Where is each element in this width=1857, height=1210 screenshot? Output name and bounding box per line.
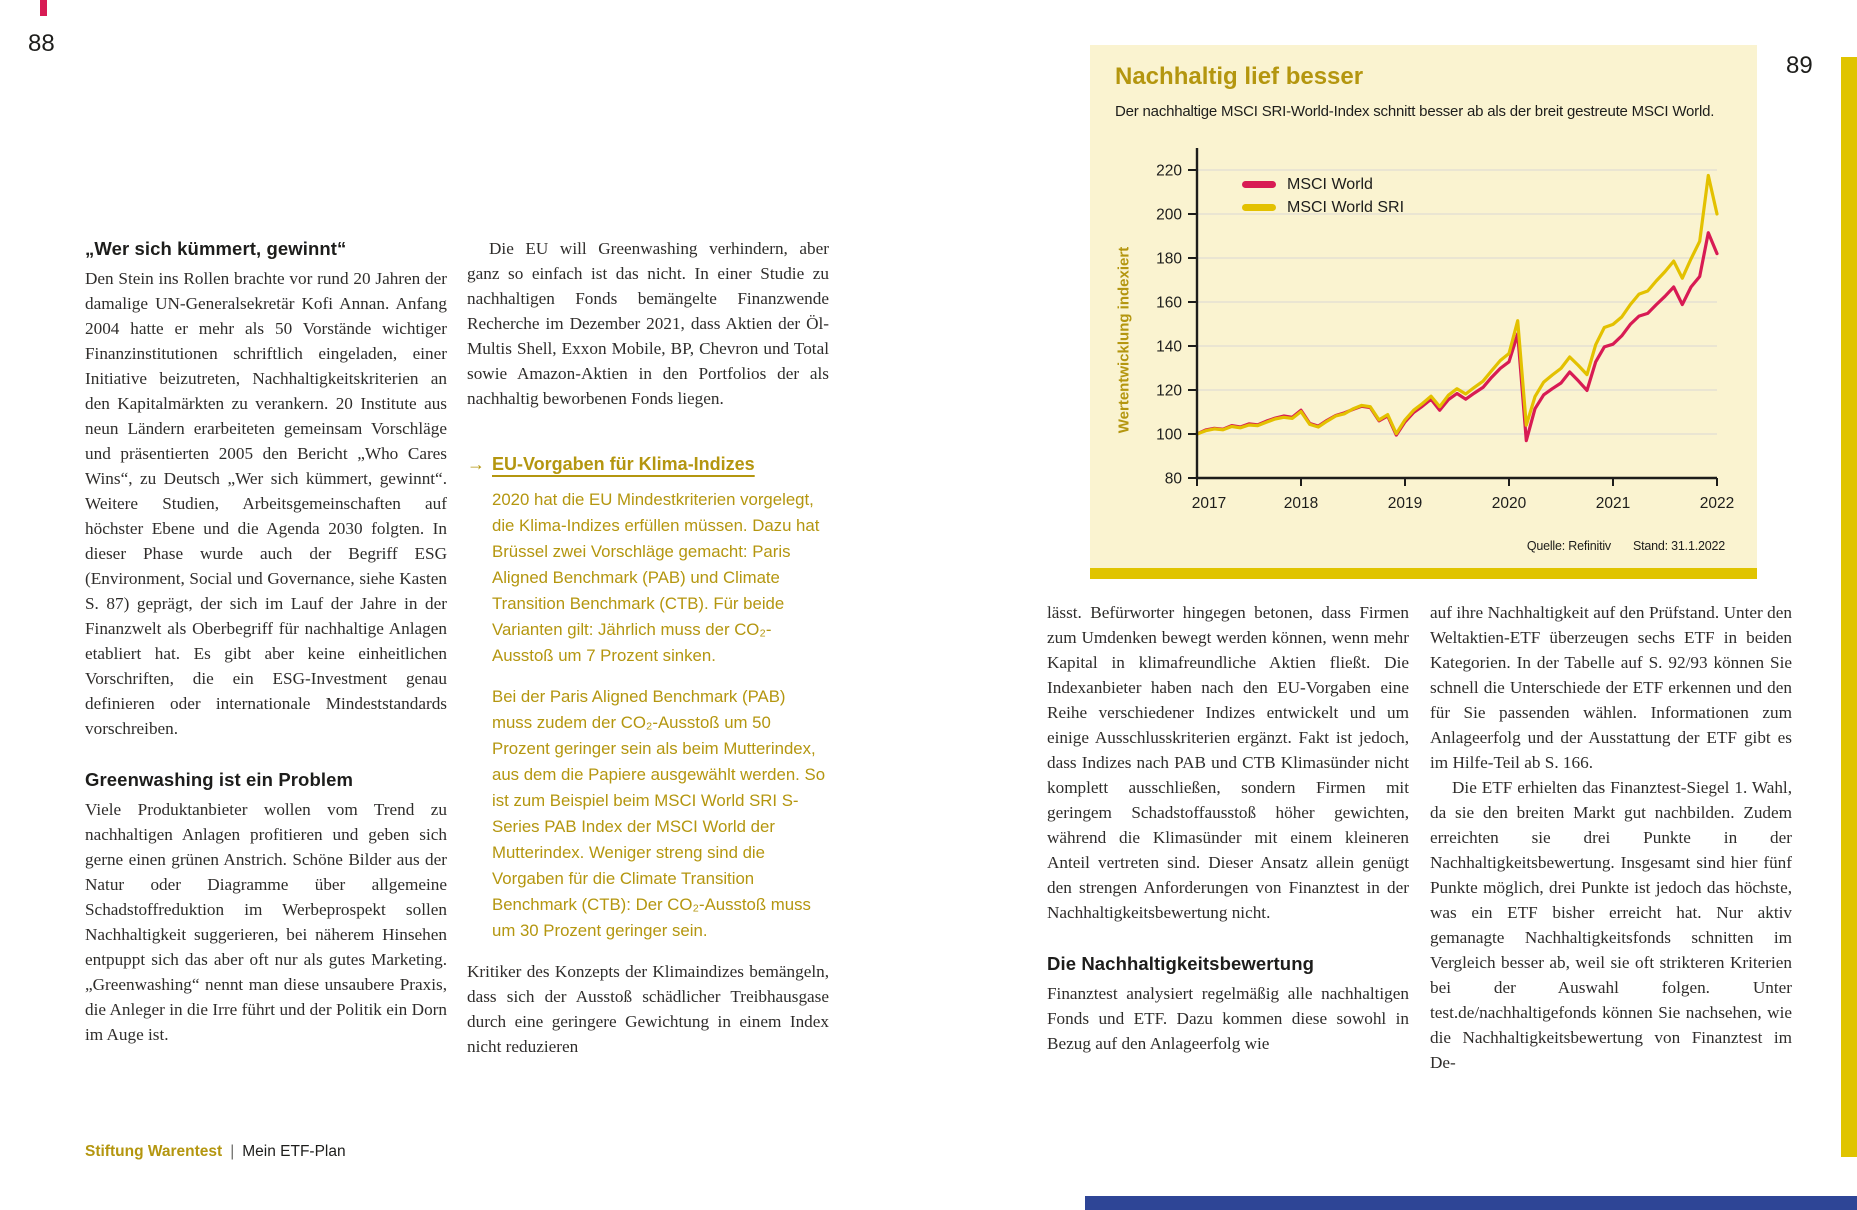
chart-source: Quelle: Refinitiv bbox=[1526, 539, 1611, 553]
svg-text:2017: 2017 bbox=[1192, 495, 1226, 512]
svg-text:160: 160 bbox=[1156, 295, 1182, 312]
body-paragraph: Die EU will Greenwashing verhindern, abe… bbox=[467, 239, 829, 408]
svg-text:80: 80 bbox=[1165, 471, 1183, 488]
arrow-right-icon: → bbox=[467, 454, 485, 474]
section-heading-wer-sich-kuemmert: „Wer sich kümmert, gewinnt“ bbox=[85, 238, 347, 259]
chapter-edge-bar bbox=[1841, 57, 1857, 1157]
chart-subtitle: Der nachhaltige MSCI SRI-World-Index sch… bbox=[1115, 103, 1715, 120]
line-chart: 80 100 120 140 160 180 200 220 2017 2018 2019 2020 2… bbox=[1156, 148, 1734, 512]
publisher-brand: Stiftung Warentest bbox=[85, 1143, 223, 1160]
body-paragraph: lässt. Befürworter hingegen betonen, das… bbox=[1047, 603, 1409, 922]
chart-source-line: Quelle: Refinitiv Stand: 31.1.2022 bbox=[1527, 539, 1725, 553]
section-heading-greenwashing: Greenwashing ist ein Problem bbox=[85, 769, 354, 790]
svg-text:220: 220 bbox=[1156, 163, 1182, 180]
column-1: „Wer sich kümmert, gewinnt“ Den Stein in… bbox=[85, 236, 447, 1047]
section-heading-nachhaltigkeitsbewertung: Die Nachhaltigkeitsbewertung bbox=[1047, 953, 1314, 974]
registration-mark bbox=[40, 0, 47, 16]
svg-text:2022: 2022 bbox=[1700, 495, 1734, 512]
chart-panel: Nachhaltig lief besser Der nachhaltige M… bbox=[1090, 45, 1757, 568]
book-title: Mein ETF-Plan bbox=[242, 1143, 346, 1160]
svg-text:2020: 2020 bbox=[1492, 495, 1527, 512]
column-2: Die EU will Greenwashing verhindern, abe… bbox=[467, 236, 829, 1059]
body-paragraph: auf ihre Nachhaltigkeit auf den Prüfstan… bbox=[1430, 603, 1792, 772]
page-number-right: 89 bbox=[1786, 52, 1813, 79]
column-3: lässt. Befürworter hingegen betonen, das… bbox=[1047, 600, 1409, 1056]
callout-heading: → EU-Vorgaben für Klima-Indizes bbox=[467, 451, 829, 477]
svg-text:120: 120 bbox=[1156, 383, 1182, 400]
callout-heading-text: EU-Vorgaben für Klima-Indizes bbox=[492, 454, 755, 474]
body-paragraph: Kritiker des Konzepts der Klimaindizes b… bbox=[467, 962, 829, 1056]
svg-text:200: 200 bbox=[1156, 207, 1182, 224]
msci-world-line-swatch bbox=[1242, 181, 1276, 188]
climate-index-callout: → EU-Vorgaben für Klima-Indizes 2020 hat… bbox=[467, 451, 829, 944]
chart-as-of-date: Stand: 31.1.2022 bbox=[1632, 539, 1725, 553]
column-4: auf ihre Nachhaltigkeit auf den Prüfstan… bbox=[1430, 600, 1792, 1075]
callout-paragraph: 2020 hat die EU Mindestkriterien vorgele… bbox=[492, 490, 820, 665]
chart-legend: MSCI World MSCI World SRI bbox=[1242, 173, 1404, 219]
page-number-left: 88 bbox=[28, 30, 55, 57]
legend-label: MSCI World SRI bbox=[1287, 198, 1405, 216]
callout-paragraph: Bei der Paris Aligned Benchmark (PAB) mu… bbox=[492, 687, 826, 940]
svg-text:180: 180 bbox=[1156, 251, 1182, 268]
svg-text:2021: 2021 bbox=[1596, 495, 1630, 512]
svg-text:2019: 2019 bbox=[1388, 495, 1422, 512]
chart-gold-rule bbox=[1090, 568, 1757, 579]
footer-separator: | bbox=[230, 1143, 235, 1160]
legend-label: MSCI World bbox=[1287, 175, 1373, 193]
body-paragraph: Viele Produktanbieter wollen vom Trend z… bbox=[85, 800, 447, 1044]
chart-title: Nachhaltig lief besser bbox=[1115, 63, 1364, 90]
body-paragraph: Die ETF erhielten das Finanztest-Siegel … bbox=[1430, 778, 1792, 1072]
y-axis-title: Wertentwicklung indexiert bbox=[1115, 246, 1133, 434]
body-paragraph: Finanztest analysiert regelmäßig alle na… bbox=[1047, 984, 1409, 1053]
body-paragraph: Den Stein ins Rollen brachte vor rund 20… bbox=[85, 269, 447, 738]
svg-text:140: 140 bbox=[1156, 339, 1182, 356]
legend-entry-msci-world-sri: MSCI World SRI bbox=[1242, 196, 1404, 219]
bottom-edge-bar bbox=[1085, 1196, 1857, 1210]
page-footer: Stiftung Warentest | Mein ETF-Plan bbox=[85, 1143, 346, 1161]
msci-world-sri-line-swatch bbox=[1242, 204, 1276, 211]
svg-text:100: 100 bbox=[1156, 427, 1182, 444]
svg-text:2018: 2018 bbox=[1284, 495, 1318, 512]
legend-entry-msci-world: MSCI World bbox=[1242, 173, 1404, 196]
